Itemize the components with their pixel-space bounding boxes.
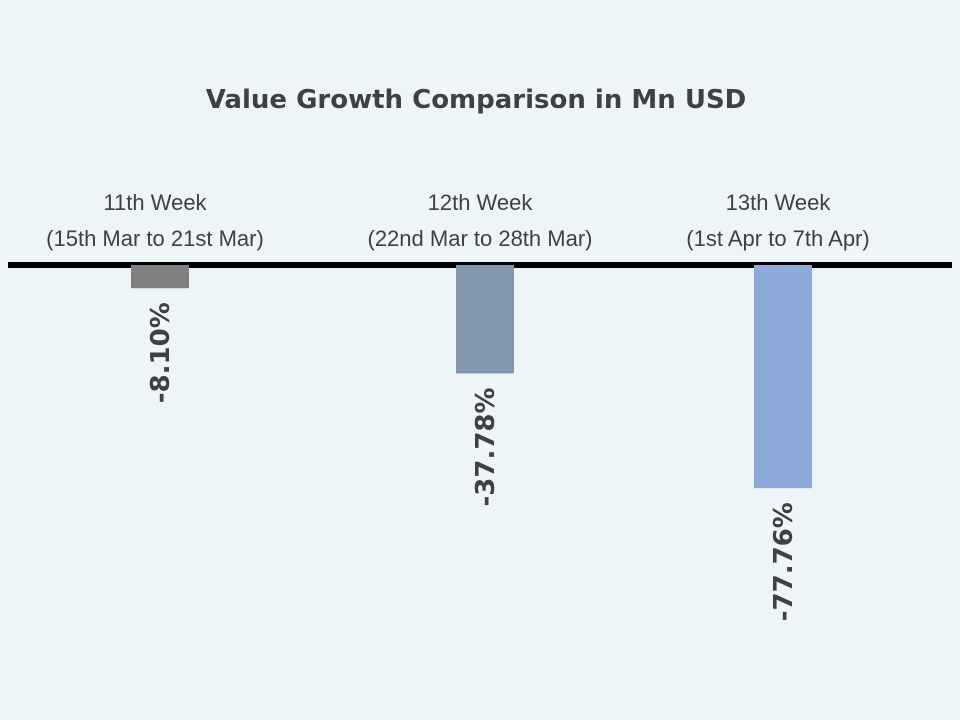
data-label: -77.76%: [769, 502, 799, 621]
data-label: -37.78%: [471, 387, 501, 506]
data-label: -8.10%: [146, 302, 176, 403]
data-labels: -8.10% -37.78% -77.76%: [146, 302, 799, 621]
category-label-line2: (22nd Mar to 28th Mar): [368, 226, 593, 251]
bar: [456, 265, 514, 374]
bar: [131, 265, 189, 289]
category-labels: 11th Week (15th Mar to 21st Mar) 12th Week…: [46, 190, 870, 251]
category-label-line1: 11th Week: [103, 190, 207, 215]
category-label-line2: (15th Mar to 21st Mar): [46, 226, 264, 251]
bars: [131, 265, 812, 489]
category-label-line1: 12th Week: [428, 190, 534, 215]
category-label-line1: 13th Week: [726, 190, 832, 215]
category-label-line2: (1st Apr to 7th Apr): [686, 226, 869, 251]
chart-title: Value Growth Comparison in Mn USD: [206, 85, 747, 115]
bar: [754, 265, 812, 489]
